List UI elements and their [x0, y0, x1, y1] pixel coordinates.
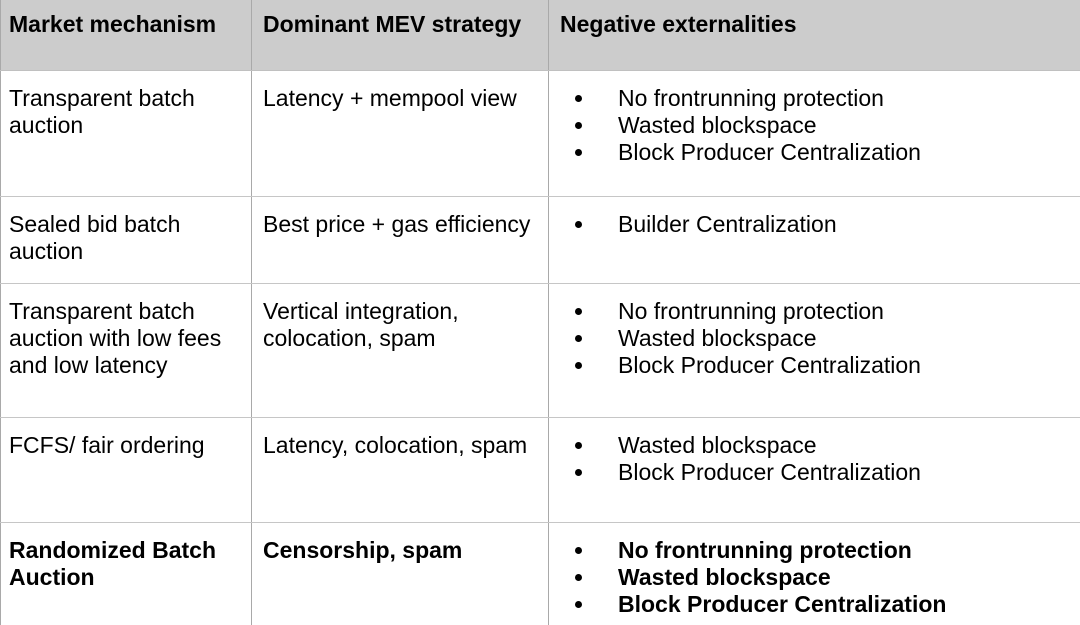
- externality-text: Block Producer Centralization: [618, 590, 947, 617]
- externality-text: Block Producer Centralization: [618, 458, 921, 485]
- bullet-icon: [575, 546, 582, 554]
- cell-negative-externalities: No frontrunning protection Wasted blocks…: [548, 283, 1080, 418]
- bullet-icon: [575, 148, 582, 156]
- cell-negative-externalities: Wasted blockspace Block Producer Central…: [548, 417, 1080, 523]
- bullet-icon: [575, 441, 582, 449]
- list-item: Wasted blockspace: [560, 432, 1076, 459]
- bullet-icon: [575, 600, 582, 608]
- bullet-icon: [575, 573, 582, 581]
- list-item: No frontrunning protection: [560, 537, 1076, 564]
- externality-text: No frontrunning protection: [618, 84, 884, 111]
- cell-market-mechanism: FCFS/ fair ordering: [0, 417, 252, 523]
- cell-dominant-mev-strategy: Best price + gas efficiency: [251, 196, 549, 284]
- cell-dominant-mev-strategy: Latency + mempool view: [251, 70, 549, 197]
- externality-text: No frontrunning protection: [618, 297, 884, 324]
- list-item: Wasted blockspace: [560, 325, 1076, 352]
- cell-negative-externalities: Builder Centralization: [548, 196, 1080, 284]
- list-item: No frontrunning protection: [560, 85, 1076, 112]
- cell-market-mechanism: Transparent batch auction: [0, 70, 252, 197]
- bullet-list: No frontrunning protection Wasted blocks…: [560, 298, 1076, 379]
- list-item: Block Producer Centralization: [560, 352, 1076, 379]
- cell-dominant-mev-strategy: Vertical integration, colocation, spam: [251, 283, 549, 418]
- bullet-list: No frontrunning protection Wasted blocks…: [560, 85, 1076, 166]
- bullet-icon: [575, 468, 582, 476]
- cell-negative-externalities: No frontrunning protection Wasted blocks…: [548, 70, 1080, 197]
- cell-negative-externalities: No frontrunning protection Wasted blocks…: [548, 522, 1080, 625]
- list-item: Wasted blockspace: [560, 564, 1076, 591]
- column-header-negative-externalities: Negative externalities: [548, 0, 1080, 71]
- table-row: FCFS/ fair ordering Latency, colocation,…: [0, 417, 1080, 523]
- cell-market-mechanism: Transparent batch auction with low fees …: [0, 283, 252, 418]
- bullet-list: Builder Centralization: [560, 211, 1076, 238]
- externality-text: Wasted blockspace: [618, 111, 817, 138]
- externality-text: Builder Centralization: [618, 210, 837, 237]
- cell-market-mechanism: Randomized Batch Auction: [0, 522, 252, 625]
- bullet-icon: [575, 94, 582, 102]
- cell-dominant-mev-strategy: Censorship, spam: [251, 522, 549, 625]
- bullet-list: Wasted blockspace Block Producer Central…: [560, 432, 1076, 486]
- cell-market-mechanism: Sealed bid batch auction: [0, 196, 252, 284]
- bullet-icon: [575, 307, 582, 315]
- bullet-list: No frontrunning protection Wasted blocks…: [560, 537, 1076, 618]
- bullet-icon: [575, 121, 582, 129]
- table-row: Transparent batch auction Latency + memp…: [0, 70, 1080, 197]
- list-item: Block Producer Centralization: [560, 591, 1076, 618]
- externality-text: Wasted blockspace: [618, 324, 817, 351]
- cell-dominant-mev-strategy: Latency, colocation, spam: [251, 417, 549, 523]
- list-item: Wasted blockspace: [560, 112, 1076, 139]
- bullet-icon: [575, 334, 582, 342]
- column-header-market-mechanism: Market mechanism: [0, 0, 252, 71]
- column-header-dominant-mev-strategy: Dominant MEV strategy: [251, 0, 549, 71]
- externality-text: No frontrunning protection: [618, 536, 912, 563]
- list-item: No frontrunning protection: [560, 298, 1076, 325]
- bullet-icon: [575, 361, 582, 369]
- externality-text: Wasted blockspace: [618, 431, 817, 458]
- list-item: Block Producer Centralization: [560, 459, 1076, 486]
- table-row: Sealed bid batch auction Best price + ga…: [0, 196, 1080, 284]
- externality-text: Block Producer Centralization: [618, 138, 921, 165]
- bullet-icon: [575, 220, 582, 228]
- table-header-row: Market mechanism Dominant MEV strategy N…: [0, 0, 1080, 71]
- list-item: Builder Centralization: [560, 211, 1076, 238]
- externality-text: Block Producer Centralization: [618, 351, 921, 378]
- table-row: Randomized Batch Auction Censorship, spa…: [0, 522, 1080, 625]
- table-row: Transparent batch auction with low fees …: [0, 283, 1080, 418]
- externality-text: Wasted blockspace: [618, 563, 831, 590]
- list-item: Block Producer Centralization: [560, 139, 1076, 166]
